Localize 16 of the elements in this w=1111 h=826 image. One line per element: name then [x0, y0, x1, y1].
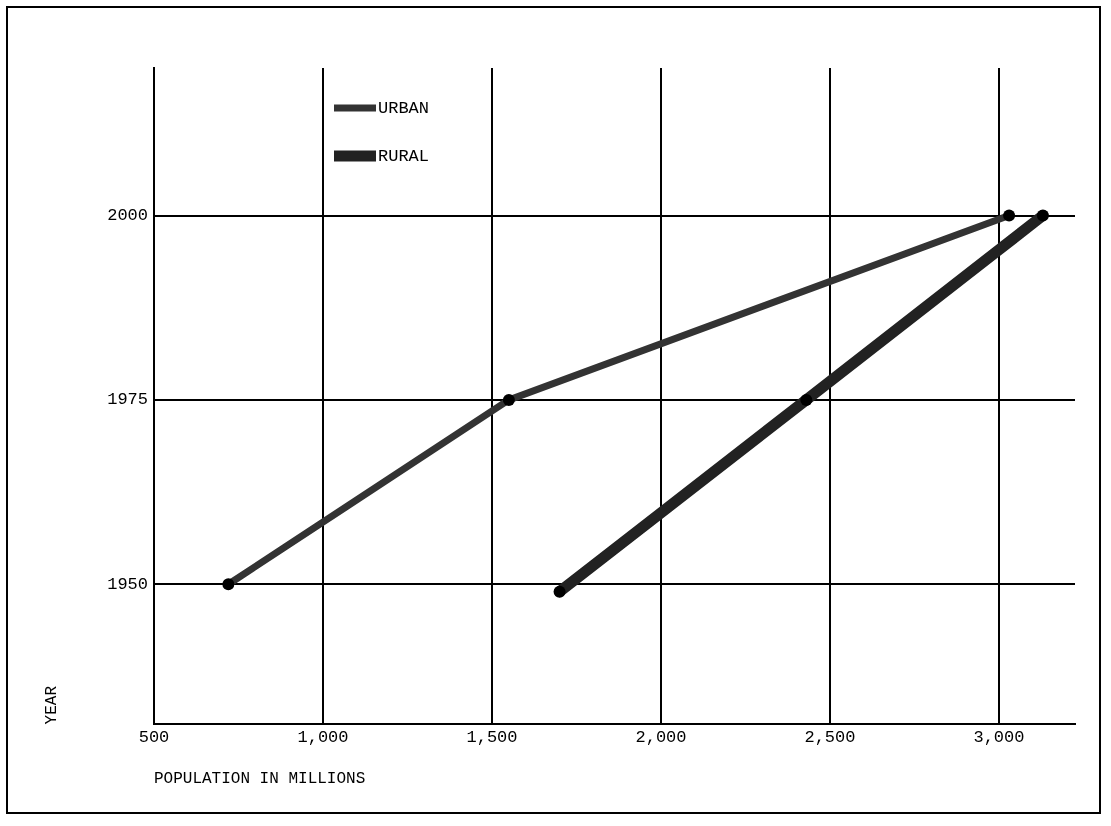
x-tick-label: 2,000 — [635, 728, 687, 748]
point — [1036, 209, 1049, 222]
legend-label: URBAN — [378, 98, 430, 118]
x-tick-label: 1,500 — [466, 728, 518, 748]
x-tick-label: 500 — [138, 728, 170, 748]
y-tick-label: 1950 — [107, 574, 149, 594]
x-tick-label: 2,500 — [804, 728, 856, 748]
legend-label: RURAL — [378, 146, 430, 166]
point — [553, 585, 566, 598]
y-axis-title: YEAR — [42, 685, 61, 725]
y-tick-label: 2000 — [107, 206, 149, 226]
x-tick-label: 1,000 — [297, 728, 349, 748]
x-tick-label: 3,000 — [973, 728, 1025, 748]
x-axis-title: POPULATION IN MILLIONS — [154, 769, 366, 788]
point — [800, 393, 813, 406]
y-tick-label: 1975 — [107, 390, 149, 410]
